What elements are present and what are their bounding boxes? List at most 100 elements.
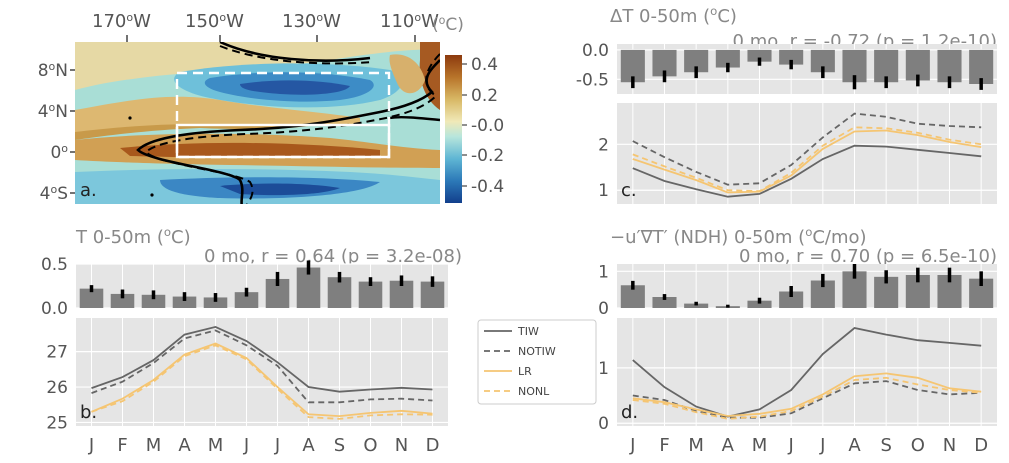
month-tick-label: S <box>334 435 345 456</box>
colorbar <box>445 55 462 203</box>
map-field <box>75 42 440 204</box>
panel-c: ΔT 0-50m (oC)0 mo, r = -0.72 (p = 1.2e-1… <box>576 4 997 204</box>
month-tick-label: J <box>88 435 94 456</box>
line-ytick-label: 0 <box>598 414 609 434</box>
bar <box>420 281 445 308</box>
month-tick-label: O <box>911 435 925 456</box>
line-ytick-label: 1 <box>598 181 609 201</box>
month-tick-label: A <box>178 435 191 456</box>
bar-axes-bg <box>76 264 448 308</box>
bar-ytick-label: 1 <box>598 262 609 282</box>
series-nonl-line <box>632 126 982 193</box>
line-ytick-label: 1 <box>598 359 609 379</box>
series-notiw-line <box>632 112 982 186</box>
legend-label-nonl: NONL <box>518 385 550 398</box>
month-tick-label: M <box>688 435 704 456</box>
map-xtick-label: 130oW <box>282 11 341 33</box>
panel-b: T 0-50m (oC) 0 mo, r = 0.64 (p = 3.2e-08)… <box>41 225 462 456</box>
map-xtick-label: 110oW <box>380 11 439 33</box>
map-xtick-label: 170oW <box>92 11 151 33</box>
bar <box>684 303 709 308</box>
legend-label-notiw: NOTIW <box>518 345 556 358</box>
bar <box>79 288 104 308</box>
month-tick-label: N <box>395 435 408 456</box>
bar-ytick-label: -0.5 <box>576 70 609 90</box>
map-panel <box>75 42 462 204</box>
map-axes: 170oW 150oW 130oW 110oW 8oN 4oN 0o 4oS (oC) 0.4 0.… <box>38 11 504 205</box>
bar <box>234 292 259 308</box>
map-ytick-label: 8oN <box>38 60 68 82</box>
colorbar-unit: (oC) <box>432 14 464 36</box>
bar <box>358 281 383 308</box>
month-tick-label: A <box>722 435 735 456</box>
series-tiw-line <box>632 144 982 198</box>
series-nonl-line <box>632 376 982 420</box>
panel-label-c: c. <box>621 180 637 201</box>
map-ytick-label: 0o <box>50 142 68 164</box>
month-tick-label: M <box>752 435 768 456</box>
bar <box>110 293 135 308</box>
bar <box>779 49 804 65</box>
bar <box>684 49 709 73</box>
colorbar-tick-label: -0.2 <box>471 146 504 166</box>
panel-d: −u′∇T′ (NDH) 0-50m (oC/mo)0 mo, r = 0.70… <box>598 225 997 456</box>
series-tiw-line <box>632 327 982 418</box>
line-ytick-label: 2 <box>598 135 609 155</box>
bar <box>810 49 835 73</box>
map-ytick-label: 4oS <box>40 183 68 205</box>
bar <box>172 296 197 308</box>
colorbar-tick-label: 0.2 <box>471 86 498 106</box>
series-nonl-line <box>91 344 433 420</box>
colorbar-tick-label: -0.0 <box>471 116 504 136</box>
bar <box>265 278 290 308</box>
colorbar-tick-label: -0.4 <box>471 177 504 197</box>
bar <box>141 294 166 308</box>
month-tick-label: N <box>943 435 956 456</box>
series-lr-line <box>91 342 433 418</box>
month-tick-label: F <box>659 435 669 456</box>
line-ytick-label: 27 <box>46 343 68 363</box>
map-xtick-label: 150oW <box>185 11 244 33</box>
month-tick-label: O <box>363 435 377 456</box>
legend-label-lr: LR <box>518 365 532 378</box>
series-lr-line <box>632 372 982 417</box>
panel-title-d: −u′∇T′ (NDH) 0-50m (oC/mo) <box>610 225 867 248</box>
month-tick-label: D <box>426 435 440 456</box>
bar-ytick-label: 0.0 <box>41 299 68 319</box>
colorbar-tick-label: 0.4 <box>471 55 498 75</box>
line-axes-bg <box>617 103 997 204</box>
series-tiw-line <box>91 325 433 393</box>
bar-ytick-label: 0 <box>598 299 609 319</box>
bar <box>652 297 677 308</box>
month-tick-label: J <box>819 435 825 456</box>
panel-title-b: T 0-50m (oC) <box>75 225 191 248</box>
month-tick-label: S <box>880 435 891 456</box>
panel-title-c: ΔT 0-50m (oC) <box>610 4 737 27</box>
panel-label-b: b. <box>80 402 97 423</box>
bar <box>779 291 804 308</box>
month-tick-label: J <box>274 435 280 456</box>
panel-stat-b: 0 mo, r = 0.64 (p = 3.2e-08) <box>204 246 462 267</box>
bar <box>620 285 645 308</box>
bar-ytick-label: 0.5 <box>41 255 68 275</box>
bar <box>747 49 772 62</box>
panel-label-d: d. <box>621 402 638 423</box>
month-tick-label: J <box>243 435 249 456</box>
month-tick-label: M <box>146 435 162 456</box>
map-ytick-label: 4oN <box>38 101 68 123</box>
bar-ytick-label: 0.0 <box>582 41 609 61</box>
bar-axes-bg <box>617 44 997 94</box>
bar <box>203 297 228 308</box>
panel-stat-d: 0 mo, r = 0.70 (p = 6.5e-10) <box>739 246 997 267</box>
legend: TIW NOTIW LR NONL <box>477 319 597 405</box>
series-notiw-line <box>632 380 982 419</box>
month-tick-label: A <box>848 435 861 456</box>
month-tick-label: A <box>302 435 315 456</box>
line-ytick-label: 25 <box>46 413 68 433</box>
bar <box>327 277 352 308</box>
bar <box>296 267 321 308</box>
series-lr-line <box>632 129 982 194</box>
month-tick-label: F <box>117 435 127 456</box>
month-tick-label: J <box>629 435 635 456</box>
series-notiw-line <box>91 329 433 404</box>
